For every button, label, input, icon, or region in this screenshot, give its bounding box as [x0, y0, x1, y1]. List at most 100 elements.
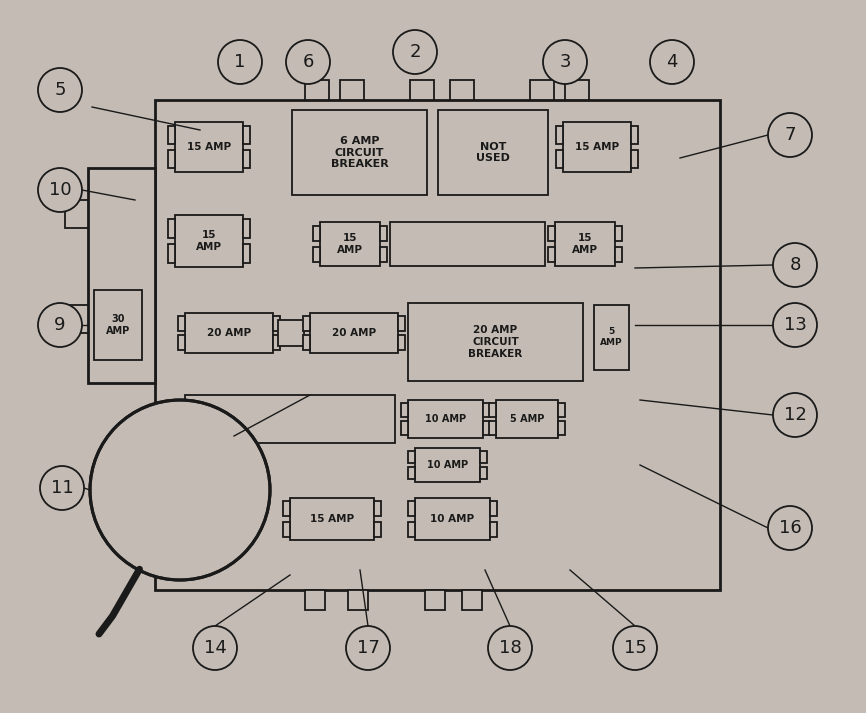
Bar — [380, 247, 387, 262]
Bar — [556, 150, 563, 168]
Bar — [175, 122, 243, 172]
Bar — [615, 225, 622, 242]
Bar — [168, 126, 175, 144]
Text: 20 AMP
CIRCUIT
BREAKER: 20 AMP CIRCUIT BREAKER — [469, 325, 522, 359]
Text: 10: 10 — [48, 181, 71, 199]
Text: 2: 2 — [410, 43, 421, 61]
Circle shape — [193, 626, 237, 670]
Text: 15 AMP: 15 AMP — [575, 142, 619, 152]
Text: 16: 16 — [779, 519, 801, 537]
Text: 3: 3 — [559, 53, 571, 71]
Text: 6: 6 — [302, 53, 313, 71]
Bar — [303, 316, 310, 331]
Bar — [292, 110, 427, 195]
Bar — [489, 421, 496, 435]
Bar — [273, 335, 280, 350]
Text: 10 AMP: 10 AMP — [430, 514, 475, 524]
Text: 18: 18 — [499, 639, 521, 657]
Bar — [348, 590, 368, 610]
Bar — [490, 521, 497, 537]
Circle shape — [768, 113, 812, 157]
Circle shape — [38, 68, 82, 112]
Bar — [175, 215, 243, 267]
Bar — [168, 150, 175, 168]
Bar — [243, 219, 250, 238]
Bar — [594, 305, 629, 370]
Circle shape — [613, 626, 657, 670]
Text: 8: 8 — [789, 256, 801, 274]
Text: 20 AMP: 20 AMP — [207, 328, 251, 338]
Bar — [168, 219, 175, 238]
Circle shape — [218, 40, 262, 84]
Text: 15 AMP: 15 AMP — [187, 142, 231, 152]
Text: NOT
USED: NOT USED — [476, 142, 510, 163]
Bar — [65, 200, 88, 228]
Bar — [401, 421, 408, 435]
Circle shape — [393, 30, 437, 74]
Circle shape — [773, 303, 817, 347]
Text: 1: 1 — [235, 53, 246, 71]
Bar — [178, 335, 185, 350]
Bar — [303, 335, 310, 350]
Text: 5
AMP: 5 AMP — [599, 327, 623, 347]
Bar — [168, 244, 175, 263]
Circle shape — [773, 393, 817, 437]
Text: 11: 11 — [50, 479, 74, 497]
Bar — [278, 320, 304, 346]
Text: 14: 14 — [204, 639, 226, 657]
Text: 30
AMP: 30 AMP — [106, 314, 130, 336]
Bar — [631, 126, 638, 144]
Bar — [135, 455, 225, 510]
Bar — [408, 400, 483, 438]
Bar — [408, 501, 415, 516]
Bar — [283, 521, 290, 537]
Bar — [243, 150, 250, 168]
Bar — [225, 463, 237, 478]
Bar — [340, 80, 364, 100]
Bar — [415, 498, 490, 540]
Text: 15
AMP: 15 AMP — [337, 233, 363, 255]
Bar — [305, 590, 325, 610]
Bar — [401, 403, 408, 416]
Text: 13: 13 — [784, 316, 806, 334]
Bar — [556, 126, 563, 144]
Circle shape — [286, 40, 330, 84]
Text: 4: 4 — [666, 53, 678, 71]
Bar — [123, 463, 135, 478]
Circle shape — [38, 168, 82, 212]
Bar — [155, 100, 720, 590]
Bar — [178, 316, 185, 331]
Bar — [243, 126, 250, 144]
Text: 17: 17 — [357, 639, 379, 657]
Text: 15: 15 — [624, 639, 646, 657]
Text: 20 AMP: 20 AMP — [332, 328, 376, 338]
Bar — [380, 225, 387, 242]
Bar — [438, 110, 548, 195]
Bar — [496, 400, 558, 438]
Bar — [123, 490, 135, 505]
Bar — [558, 421, 565, 435]
Text: 15 AMP: 15 AMP — [310, 514, 354, 524]
Circle shape — [40, 466, 84, 510]
Bar — [374, 501, 381, 516]
Bar — [398, 316, 405, 331]
Circle shape — [488, 626, 532, 670]
Text: 7: 7 — [785, 126, 796, 144]
Bar — [548, 247, 555, 262]
Circle shape — [90, 400, 270, 580]
Text: 5: 5 — [55, 81, 66, 99]
Bar — [65, 305, 88, 333]
Bar — [615, 247, 622, 262]
Bar — [410, 80, 434, 100]
Bar — [530, 80, 554, 100]
Circle shape — [91, 401, 269, 579]
Bar — [489, 403, 496, 416]
Bar — [408, 467, 415, 479]
Text: 12: 12 — [784, 406, 806, 424]
Bar — [408, 451, 415, 463]
Bar — [185, 313, 273, 353]
Text: 6 AMP
CIRCUIT
BREAKER: 6 AMP CIRCUIT BREAKER — [331, 136, 388, 169]
Bar — [313, 247, 320, 262]
Bar — [313, 225, 320, 242]
Bar — [483, 421, 490, 435]
